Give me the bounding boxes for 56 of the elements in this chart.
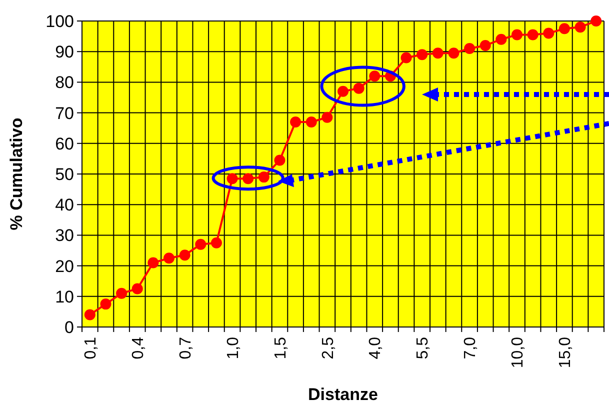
point bbox=[543, 28, 554, 39]
point bbox=[480, 40, 491, 51]
y-tick-label: 80 bbox=[55, 73, 74, 92]
point bbox=[179, 250, 190, 261]
x-tick-label: 0,4 bbox=[130, 336, 147, 360]
x-tick-label: 5,5 bbox=[414, 336, 432, 360]
y-tick-label: 50 bbox=[55, 164, 74, 184]
point bbox=[512, 29, 522, 40]
y-tick-label: 90 bbox=[55, 42, 74, 62]
point bbox=[195, 238, 206, 250]
point bbox=[416, 49, 428, 60]
point bbox=[590, 16, 602, 26]
x-tick-label: 2,5 bbox=[320, 336, 337, 360]
x-tick-label: 0,7 bbox=[177, 336, 194, 360]
point bbox=[369, 70, 380, 82]
point bbox=[574, 22, 586, 33]
point bbox=[432, 48, 444, 59]
point bbox=[274, 154, 286, 166]
y-axis-title: % Cumulativo bbox=[7, 118, 26, 230]
x-tick-label: 1,0 bbox=[224, 336, 242, 360]
y-tick-label: 0 bbox=[64, 318, 74, 337]
point bbox=[242, 173, 254, 184]
y-tick-label: 10 bbox=[55, 287, 74, 306]
y-tick-label: 100 bbox=[46, 12, 74, 31]
y-tick-label: 20 bbox=[55, 256, 74, 276]
point bbox=[132, 283, 143, 294]
x-tick-label: 15,0 bbox=[557, 336, 574, 368]
x-tick-label: 0,1 bbox=[82, 336, 100, 360]
y-tick-label: 60 bbox=[55, 134, 74, 154]
point bbox=[84, 309, 96, 320]
x-axis-title: Distanze bbox=[308, 385, 378, 404]
point bbox=[496, 34, 507, 45]
y-tick-label: 30 bbox=[55, 226, 74, 246]
point bbox=[322, 112, 333, 123]
point bbox=[258, 172, 270, 183]
point bbox=[338, 86, 348, 97]
point bbox=[558, 23, 570, 34]
x-tick-label: 10,0 bbox=[510, 336, 527, 368]
point bbox=[464, 43, 476, 54]
point bbox=[306, 116, 317, 128]
point bbox=[353, 82, 364, 94]
point bbox=[527, 29, 538, 40]
point bbox=[116, 288, 128, 299]
y-tick-label: 70 bbox=[55, 104, 74, 123]
point bbox=[400, 52, 412, 64]
x-tick-label: 7,0 bbox=[462, 336, 480, 360]
point bbox=[226, 173, 238, 184]
point bbox=[100, 298, 112, 310]
x-tick-label: 4,0 bbox=[367, 336, 384, 360]
x-tick-label: 1,5 bbox=[272, 336, 290, 360]
point bbox=[164, 252, 174, 264]
y-tick-label: 40 bbox=[55, 196, 74, 215]
point bbox=[148, 257, 159, 268]
point bbox=[210, 237, 222, 248]
point bbox=[448, 48, 460, 59]
point bbox=[290, 116, 302, 128]
